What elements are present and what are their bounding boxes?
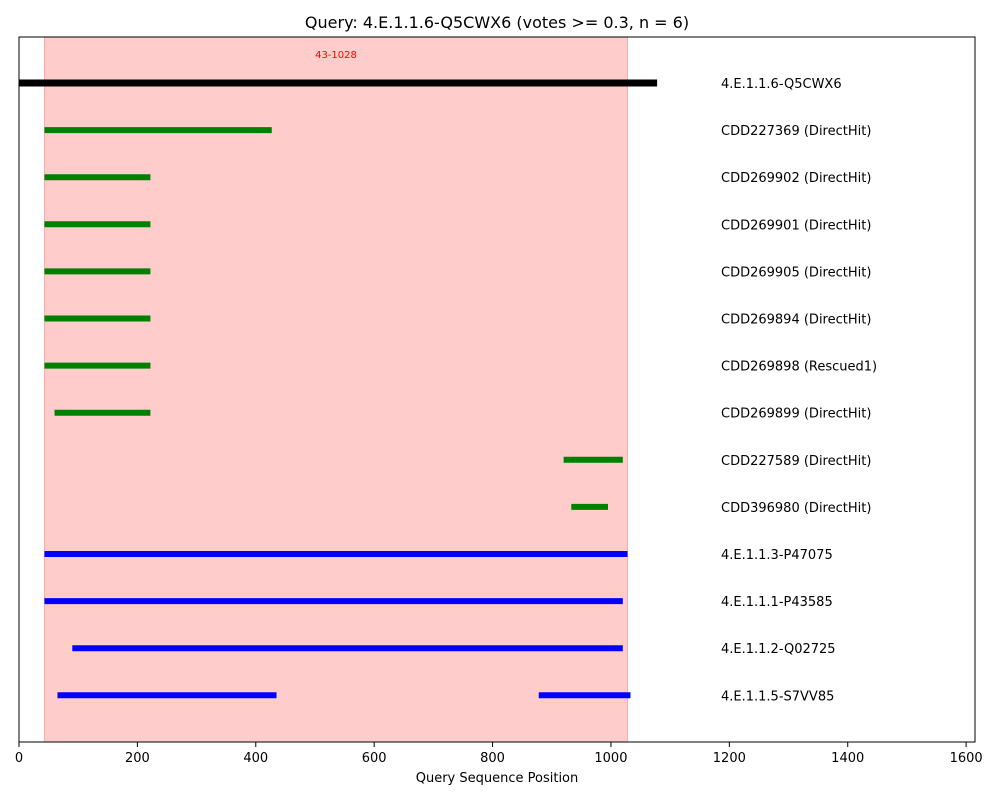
x-axis-label: Query Sequence Position (416, 771, 579, 786)
row-label: CDD269894 (DirectHit) (721, 313, 871, 328)
x-axis: 0 200 400 600 800 1000 1200 1400 1600 (15, 742, 983, 766)
row-label: CDD396980 (DirectHit) (721, 501, 871, 516)
row-label: CDD269898 (Rescued1) (721, 360, 877, 375)
x-tick-label: 1600 (950, 751, 983, 766)
row-label: 4.E.1.1.1-P43585 (721, 595, 833, 610)
x-tick-label: 200 (125, 751, 150, 766)
row-label: 4.E.1.1.2-Q02725 (721, 642, 836, 657)
x-tick-label: 0 (15, 751, 23, 766)
x-tick-label: 400 (243, 751, 268, 766)
row-label: CDD269901 (DirectHit) (721, 218, 871, 233)
row-label: CDD269902 (DirectHit) (721, 171, 871, 186)
row-label: CDD227369 (DirectHit) (721, 124, 871, 139)
row-label: 4.E.1.1.6-Q5CWX6 (721, 77, 842, 92)
row-label: CDD269905 (DirectHit) (721, 265, 871, 280)
row-label: 4.E.1.1.3-P47075 (721, 548, 833, 563)
row-label: 4.E.1.1.5-S7VV85 (721, 689, 834, 704)
chart-title: Query: 4.E.1.1.6-Q5CWX6 (votes >= 0.3, n… (305, 13, 689, 32)
x-tick-label: 800 (480, 751, 505, 766)
highlight-region (43, 36, 629, 743)
x-tick-label: 1200 (713, 751, 746, 766)
x-tick-label: 1400 (831, 751, 864, 766)
plot-area: 43-1028 4.E.1.1.6-Q5CWX6 CDD227369 (Direct… (19, 36, 877, 743)
row-label: CDD227589 (DirectHit) (721, 454, 871, 469)
plot-frame (18, 36, 976, 743)
row-label: CDD269899 (DirectHit) (721, 407, 871, 422)
x-tick-label: 1000 (594, 751, 627, 766)
x-tick-label: 600 (362, 751, 387, 766)
highlight-region-label: 43-1028 (315, 50, 357, 61)
